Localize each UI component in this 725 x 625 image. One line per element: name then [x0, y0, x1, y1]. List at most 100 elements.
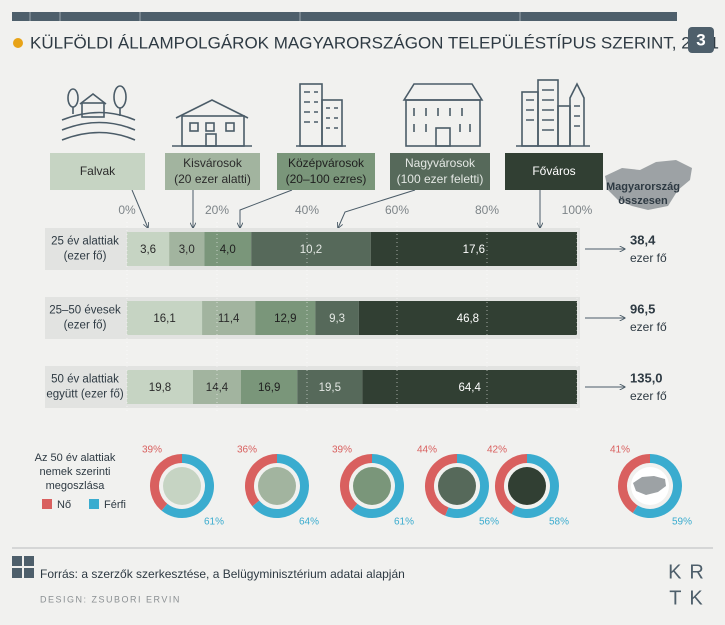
donut-value-label: 42%: [487, 445, 507, 456]
bar-segment: [358, 301, 577, 335]
donut-arc: [511, 454, 559, 518]
town-icon: [172, 99, 252, 147]
village-icon: [61, 85, 136, 141]
bar-value-label: 17,6: [463, 244, 485, 256]
donut-value-label: 41%: [610, 445, 630, 456]
donut-value-label: 39%: [142, 445, 162, 456]
total-value: 96,5: [630, 301, 655, 316]
bar-segment: [127, 232, 170, 266]
row-label: 25 év alattiak: [51, 236, 119, 248]
legend-label: Nő: [57, 499, 71, 511]
bar-value-label: 11,4: [218, 313, 240, 325]
bar-value-label: 46,8: [457, 313, 479, 325]
legend-label: Nagyvárosok: [405, 156, 476, 170]
connectors: [131, 189, 540, 228]
donut-value-label: 36%: [237, 445, 257, 456]
footer-icon: [12, 556, 34, 578]
top-band-stripes: [29, 12, 521, 21]
bar-segment: [362, 370, 577, 404]
legend-label: Kisvárosok: [183, 156, 243, 170]
legend-box: [390, 153, 490, 190]
logo-bottom: TK: [669, 587, 711, 609]
donut-arc: [245, 454, 278, 507]
donut-center: [163, 467, 201, 505]
x-tick-label: 60%: [385, 203, 409, 217]
bar-segment: [251, 232, 371, 266]
donut-arc: [252, 454, 309, 518]
badge: 3: [696, 30, 705, 49]
legend-label: Főváros: [532, 164, 575, 178]
legend-sublabel: (20–100 ezres): [286, 172, 367, 186]
hungary-icon: [633, 476, 666, 495]
bar-value-label: 9,3: [329, 313, 345, 325]
x-tick-label: 0%: [118, 203, 136, 217]
bar-value-label: 14,4: [206, 382, 229, 394]
donut-arc: [340, 454, 373, 511]
legend-sublabel: (100 ezer feletti): [397, 172, 484, 186]
donut-value-label: 59%: [672, 517, 692, 528]
capital-icon: [516, 79, 590, 147]
legend-swatch: [42, 499, 52, 509]
donut-arc: [632, 454, 682, 518]
legend-box: [50, 153, 145, 190]
row-label: 25–50 évesek: [49, 305, 121, 317]
title: KÜLFÖLDI ÁLLAMPOLGÁROK MAGYARORSZÁGON TE…: [30, 33, 719, 52]
total-unit: ezer fő: [630, 320, 667, 334]
legend-box: [165, 153, 260, 190]
donut-arc: [161, 454, 214, 518]
legend-label: Falvak: [80, 164, 116, 178]
bar-value-label: 19,5: [319, 382, 341, 394]
donut-value-label: 56%: [479, 517, 499, 528]
bar-segment: [297, 370, 363, 404]
legend-box: [505, 153, 603, 190]
row-label: (ezer fő): [64, 320, 107, 332]
bar-value-label: 12,9: [274, 313, 296, 325]
total-unit: ezer fő: [630, 389, 667, 403]
bar-segment: [315, 301, 359, 335]
legend-label: Középvárosok: [288, 156, 365, 170]
bar-value-label: 16,1: [153, 313, 175, 325]
badge-box: [688, 27, 714, 53]
bar-segment: [127, 370, 193, 404]
row-label: együtt (ezer fő): [46, 389, 124, 401]
bar-segment: [370, 232, 577, 266]
bar-segment: [255, 301, 316, 335]
x-tick-label: 20%: [205, 203, 229, 217]
bar-segment: [127, 301, 203, 335]
x-tick-label: 80%: [475, 203, 499, 217]
total-unit: ezer fő: [630, 251, 667, 265]
top-band: [12, 12, 677, 21]
bar-segment: [169, 232, 205, 266]
x-tick-label: 100%: [562, 203, 593, 217]
title-dot: [13, 38, 23, 48]
legend-sublabel: (20 ezer alatti): [174, 172, 251, 186]
donut-arc: [445, 454, 489, 518]
donut-center: [508, 467, 546, 505]
bar-value-label: 3,0: [179, 244, 195, 256]
donut-arc: [351, 454, 404, 518]
bar-value-label: 10,2: [300, 244, 322, 256]
total-value: 135,0: [630, 370, 663, 385]
donut-center: [438, 467, 476, 505]
donut-center: [258, 467, 296, 505]
bar-segment: [204, 232, 252, 266]
bar-segment: [241, 370, 298, 404]
bar-value-label: 3,6: [140, 244, 156, 256]
bar-value-label: 16,9: [258, 382, 280, 394]
legend-box: [277, 153, 375, 190]
legend-label: Férfi: [104, 499, 126, 511]
donut-title: Az 50 év alattiak: [35, 452, 116, 464]
row-label: (ezer fő): [64, 251, 107, 263]
x-tick-label: 40%: [295, 203, 319, 217]
donut-value-label: 61%: [204, 517, 224, 528]
donut-value-label: 44%: [417, 445, 437, 456]
source: Forrás: a szerzők szerkesztése, a Belügy…: [40, 567, 405, 581]
total-value: 38,4: [630, 232, 656, 247]
midcity-icon: [296, 83, 346, 147]
legend-swatch: [89, 499, 99, 509]
donut-center: [353, 467, 391, 505]
donut-arc: [150, 454, 183, 511]
bar-value-label: 4,0: [220, 244, 236, 256]
design-credit: DESIGN: ZSUBORI ERVIN: [40, 594, 181, 604]
